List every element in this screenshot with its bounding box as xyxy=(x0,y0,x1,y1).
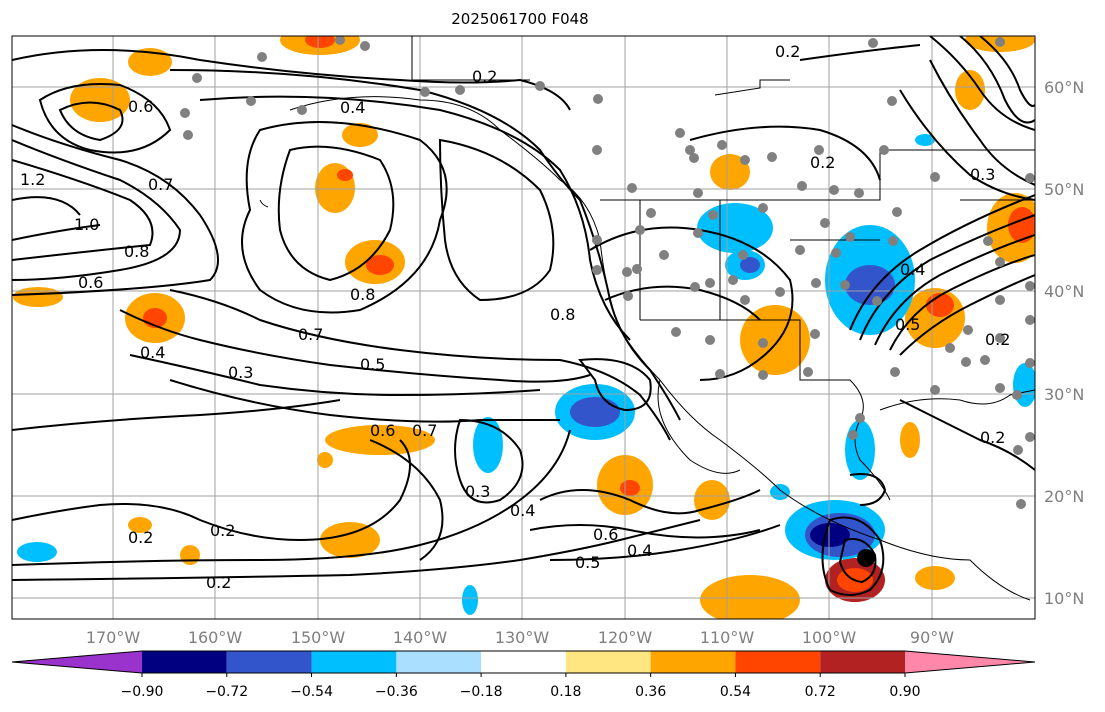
lat-label: 60°N xyxy=(1044,78,1084,97)
contour-label: 0.3 xyxy=(228,363,253,382)
contour-label: 0.2 xyxy=(128,528,153,547)
contour-label: 1.0 xyxy=(74,215,99,234)
map-title: 2025061700 F048 xyxy=(451,10,589,28)
contour-label: 0.2 xyxy=(206,573,231,592)
lon-label: 130°W xyxy=(495,628,550,647)
colorbar-tick-label: −0.72 xyxy=(205,684,248,700)
contour-label: 0.6 xyxy=(128,97,153,116)
contour-label: 0.2 xyxy=(985,330,1010,349)
colorbar-extend-high xyxy=(905,651,1035,673)
contour-label: 0.3 xyxy=(465,482,490,501)
contour-label: 0.4 xyxy=(510,501,535,520)
colorbar-tick-label: 0.90 xyxy=(889,684,920,700)
contour-label: 0.4 xyxy=(140,343,165,362)
colorbar-segment xyxy=(311,651,397,673)
lat-label: 10°N xyxy=(1044,589,1084,608)
colorbar-segment xyxy=(481,651,566,673)
colorbar-tick-label: 0.54 xyxy=(720,684,751,700)
map-border xyxy=(11,35,1036,620)
lon-label: 170°W xyxy=(86,628,141,647)
colorbar: −0.90 −0.72 −0.54 −0.36 −0.18 0.18 0.36 0.54 0.7… xyxy=(11,650,1036,700)
contour-label: 0.6 xyxy=(370,421,395,440)
latitude-labels: 60°N 50°N 40°N 30°N 20°N 10°N xyxy=(1044,78,1084,608)
lat-label: 50°N xyxy=(1044,180,1084,199)
contour-label: 0.8 xyxy=(124,242,149,261)
contour-label: 0.4 xyxy=(627,541,652,560)
contour-label-group: 0.2 0.2 0.4 0.6 0.7 1.2 1.0 0.8 0.6 0.8 … xyxy=(20,42,1010,592)
lat-label: 30°N xyxy=(1044,385,1084,404)
contour-label: 0.8 xyxy=(350,285,375,304)
graticule xyxy=(12,36,1035,619)
contour-label: 0.7 xyxy=(148,175,173,194)
contour-label: 0.2 xyxy=(775,42,800,61)
colorbar-extend-low xyxy=(12,651,142,673)
lon-label: 160°W xyxy=(188,628,243,647)
contour-label: 0.6 xyxy=(78,273,103,292)
contour-label: 0.7 xyxy=(298,325,323,344)
contour-lines xyxy=(12,36,1035,596)
colorbar-segment xyxy=(396,651,482,673)
contour-label: 0.8 xyxy=(550,305,575,324)
colorbar-tick-label: −0.36 xyxy=(375,684,418,700)
lon-label: 110°W xyxy=(700,628,755,647)
colorbar-segment xyxy=(226,651,312,673)
colorbar-tick-label: 0.36 xyxy=(635,684,666,700)
contour-label: 0.6 xyxy=(593,525,618,544)
colorbar-tick-label: −0.54 xyxy=(290,684,333,700)
lon-label: 100°W xyxy=(802,628,857,647)
lat-label: 20°N xyxy=(1044,487,1084,506)
contour-label: 0.5 xyxy=(575,553,600,572)
colorbar-tick-label: 0.18 xyxy=(550,684,581,700)
lon-label: 120°W xyxy=(598,628,653,647)
contour-label: 0.3 xyxy=(970,165,995,184)
colorbar-segment xyxy=(735,651,821,673)
lon-label: 140°W xyxy=(393,628,448,647)
lon-label: 150°W xyxy=(291,628,346,647)
contour-label: 0.5 xyxy=(360,355,385,374)
contour-label: 0.7 xyxy=(412,421,437,440)
colorbar-tick-label: 0.72 xyxy=(805,684,836,700)
colorbar-segment xyxy=(650,651,736,673)
station-markers xyxy=(180,36,1035,509)
contour-label: 0.4 xyxy=(900,260,925,279)
contour-label: 0.5 xyxy=(895,315,920,334)
lon-label: 90°W xyxy=(910,628,954,647)
lat-label: 40°N xyxy=(1044,282,1084,301)
colorbar-segment xyxy=(565,651,651,673)
colorbar-tick-label: −0.90 xyxy=(121,684,164,700)
contour-label: 0.2 xyxy=(810,153,835,172)
storm-center-marker xyxy=(857,549,875,567)
colorbar-tick-label: −0.18 xyxy=(460,684,503,700)
longitude-labels: 170°W 160°W 150°W 140°W 130°W 120°W 110°… xyxy=(86,628,954,647)
contour-label: 0.2 xyxy=(210,521,235,540)
colorbar-segment xyxy=(142,651,227,673)
colorbar-segment xyxy=(820,651,905,673)
contour-label: 0.2 xyxy=(472,67,497,86)
contour-label: 0.4 xyxy=(340,98,365,117)
contour-label: 1.2 xyxy=(20,170,45,189)
contour-label: 0.2 xyxy=(980,428,1005,447)
